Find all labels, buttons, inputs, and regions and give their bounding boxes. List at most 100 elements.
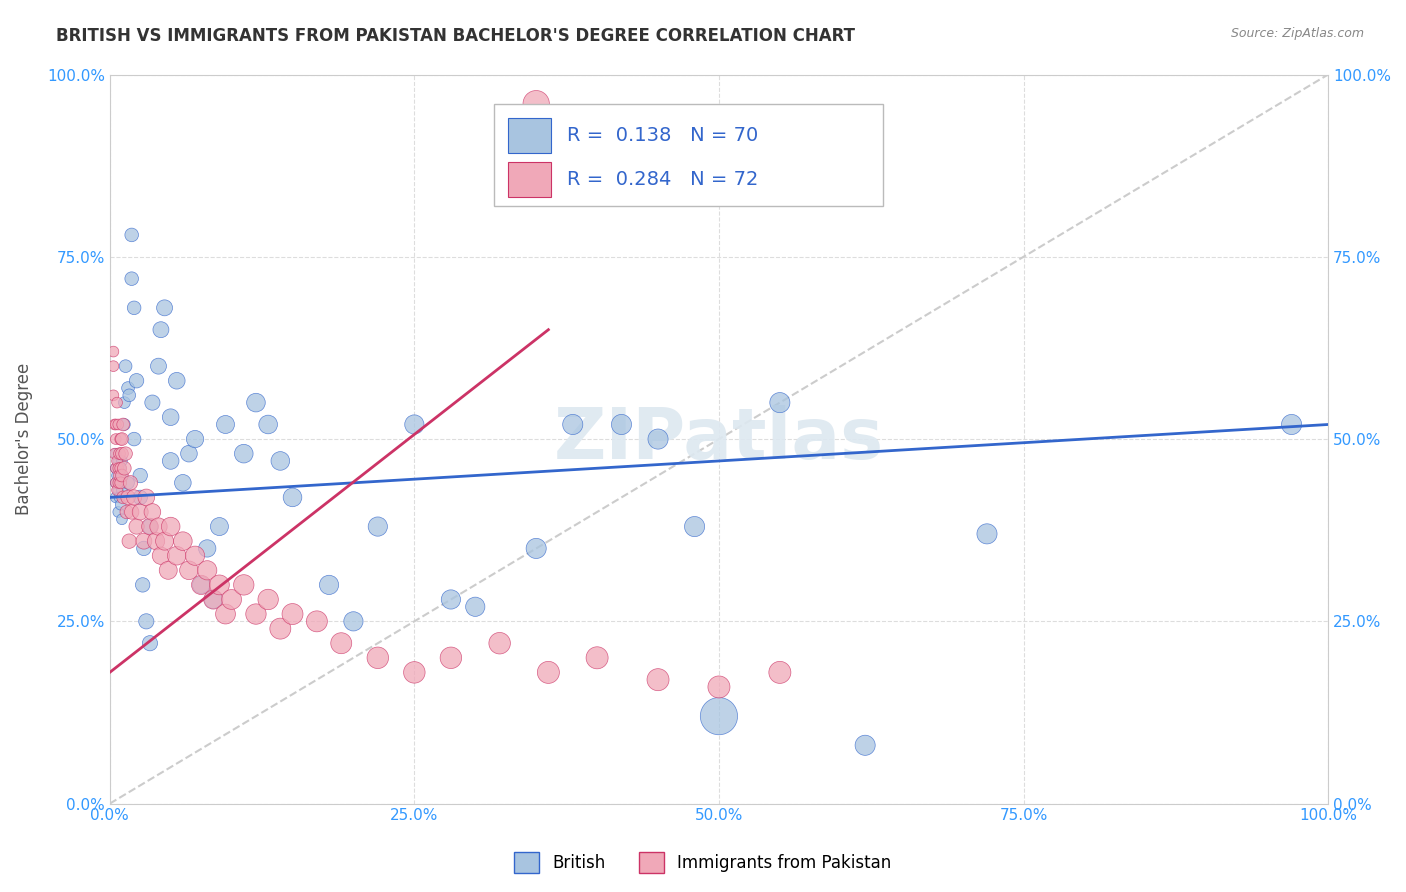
Point — [131, 578, 153, 592]
Point — [117, 491, 139, 505]
Point — [103, 388, 125, 402]
Point — [107, 417, 129, 432]
Point — [108, 468, 131, 483]
Point — [129, 505, 152, 519]
Point — [524, 541, 547, 556]
Point — [112, 491, 135, 505]
Point — [440, 592, 463, 607]
Point — [177, 447, 200, 461]
Point — [105, 468, 128, 483]
Point — [125, 374, 148, 388]
Point — [342, 615, 364, 629]
Point — [318, 578, 340, 592]
Point — [112, 417, 135, 432]
Point — [488, 636, 510, 650]
Point — [121, 505, 143, 519]
Point — [104, 447, 127, 461]
FancyBboxPatch shape — [508, 119, 551, 153]
Point — [647, 432, 669, 446]
Point — [104, 417, 127, 432]
Point — [117, 381, 139, 395]
Point — [132, 541, 155, 556]
Point — [110, 498, 132, 512]
Point — [245, 395, 267, 409]
Point — [141, 505, 163, 519]
Point — [139, 519, 162, 533]
Point — [149, 549, 172, 563]
Point — [166, 374, 188, 388]
Point — [190, 578, 212, 592]
Point — [105, 483, 128, 497]
Point — [195, 541, 218, 556]
Point — [440, 650, 463, 665]
Point — [108, 447, 131, 461]
Text: BRITISH VS IMMIGRANTS FROM PAKISTAN BACHELOR'S DEGREE CORRELATION CHART: BRITISH VS IMMIGRANTS FROM PAKISTAN BACH… — [56, 27, 855, 45]
Point — [153, 534, 176, 549]
Point — [159, 454, 181, 468]
Point — [149, 323, 172, 337]
Point — [159, 410, 181, 425]
Point — [139, 636, 162, 650]
Point — [125, 519, 148, 533]
Point — [107, 483, 129, 497]
Point — [257, 592, 280, 607]
Point — [172, 475, 194, 490]
Point — [647, 673, 669, 687]
Point — [269, 622, 291, 636]
Point — [135, 491, 157, 505]
Point — [105, 395, 128, 409]
Point — [281, 491, 304, 505]
Point — [111, 483, 134, 497]
Point — [148, 519, 170, 533]
Point — [122, 432, 145, 446]
Point — [117, 475, 139, 490]
Point — [976, 526, 998, 541]
Point — [105, 454, 128, 468]
Point — [561, 417, 583, 432]
Point — [107, 475, 129, 490]
Point — [121, 227, 143, 242]
Point — [281, 607, 304, 621]
Point — [330, 636, 353, 650]
Point — [159, 519, 181, 533]
Text: ZIPatlas: ZIPatlas — [554, 405, 884, 474]
Point — [103, 359, 125, 373]
Point — [214, 417, 236, 432]
Point — [112, 395, 135, 409]
Point — [305, 615, 328, 629]
Y-axis label: Bachelor's Degree: Bachelor's Degree — [15, 363, 32, 516]
Point — [269, 454, 291, 468]
Point — [190, 578, 212, 592]
Point — [110, 461, 132, 475]
Point — [202, 592, 225, 607]
Legend: British, Immigrants from Pakistan: British, Immigrants from Pakistan — [508, 846, 898, 880]
Point — [107, 461, 129, 475]
Point — [118, 534, 141, 549]
Point — [245, 607, 267, 621]
Point — [208, 519, 231, 533]
Text: R =  0.284   N = 72: R = 0.284 N = 72 — [567, 170, 758, 189]
Point — [122, 301, 145, 315]
Point — [184, 432, 207, 446]
Point — [122, 491, 145, 505]
Point — [111, 512, 134, 526]
Point — [367, 650, 389, 665]
Point — [110, 461, 132, 475]
Point — [110, 475, 132, 490]
Point — [104, 491, 127, 505]
Point — [111, 454, 134, 468]
Point — [157, 563, 180, 577]
Point — [107, 454, 129, 468]
Point — [367, 519, 389, 533]
Point — [707, 709, 730, 723]
Point — [524, 96, 547, 111]
Point — [464, 599, 486, 614]
Point — [404, 417, 426, 432]
Point — [104, 432, 127, 446]
Point — [104, 461, 127, 475]
Point — [132, 534, 155, 549]
Point — [118, 388, 141, 402]
Point — [111, 432, 134, 446]
Point — [104, 447, 127, 461]
Point — [104, 417, 127, 432]
